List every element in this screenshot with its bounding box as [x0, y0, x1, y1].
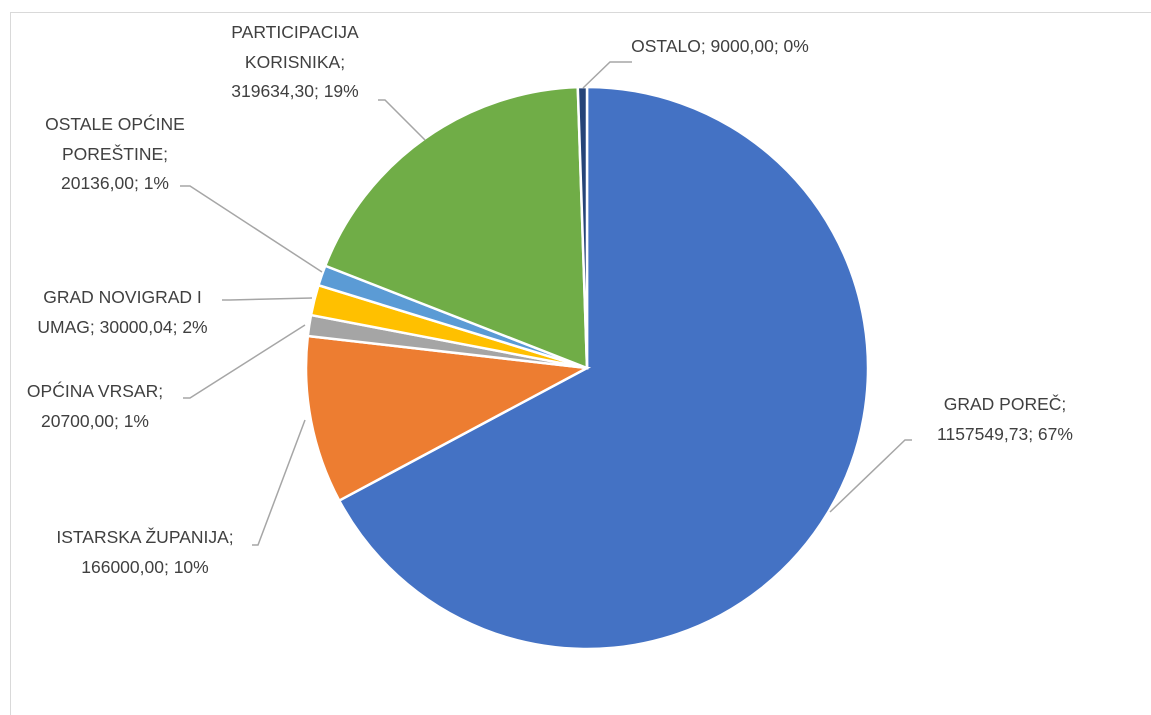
data-label: OPĆINA VRSAR; 20700,00; 1%	[26, 381, 164, 431]
leader-line	[183, 324, 306, 399]
chart-frame	[10, 12, 1151, 715]
leader-line	[829, 439, 912, 513]
pie-slice	[304, 334, 592, 503]
data-label: OSTALO; 9000,00; 0%	[631, 36, 809, 56]
leader-line	[180, 185, 323, 273]
leader-line	[252, 419, 306, 546]
data-label: GRAD NOVIGRAD I UMAG; 30000,04; 2%	[37, 287, 208, 337]
data-label: OSTALE OPĆINE POREŠTINE; 20136,00; 1%	[45, 114, 185, 193]
leader-line	[582, 61, 632, 89]
data-label: ISTARSKA ŽUPANIJA; 166000,00; 10%	[56, 527, 234, 577]
pie-slice	[323, 85, 589, 370]
leader-line	[378, 99, 426, 141]
pie-slice	[576, 85, 589, 369]
data-label: GRAD POREČ; 1157549,73; 67%	[937, 394, 1073, 444]
pie-slice	[337, 85, 870, 651]
leader-line	[222, 297, 313, 301]
data-label: PARTICIPACIJA KORISNIKA; 319634,30; 19%	[231, 22, 359, 101]
